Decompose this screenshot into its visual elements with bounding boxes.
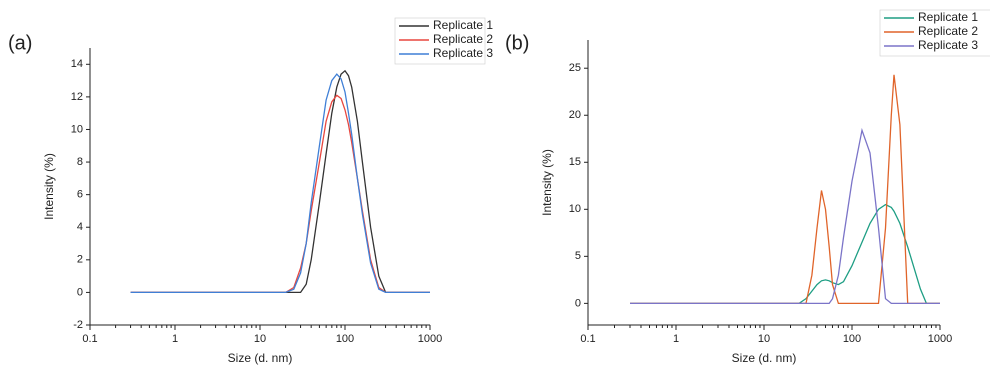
y-axis-title: Intensity (%) [42,153,56,220]
y-tick-label: 12 [71,91,83,103]
legend-label: Replicate 2 [918,24,978,38]
legend-label: Replicate 2 [433,32,493,46]
y-tick-label: 10 [569,203,581,215]
x-tick-label: 100 [843,333,861,345]
y-tick-label: 2 [77,254,83,266]
panel-label: (b) [505,32,529,54]
x-tick-label: 1000 [928,333,952,345]
legend-label: Replicate 1 [433,18,493,32]
x-tick-label: 0.1 [580,333,595,345]
y-tick-label: 4 [77,221,83,233]
y-tick-label: 0 [77,286,83,298]
x-tick-label: 1 [172,333,178,345]
y-tick-label: 14 [71,58,83,70]
y-tick-label: 0 [575,297,581,309]
y-tick-label: 20 [569,109,581,121]
series-line [130,73,430,294]
x-tick-label: 100 [336,333,354,345]
y-axis-title: Intensity (%) [540,149,554,216]
x-axis-title: Size (d. nm) [228,351,293,365]
y-tick-label: 10 [71,123,83,135]
series-line [630,127,940,305]
x-axis-title: Size (d. nm) [732,351,797,365]
series-line [130,94,430,294]
x-tick-label: 1 [673,333,679,345]
x-tick-label: 0.1 [82,333,97,345]
y-tick-label: 25 [569,62,581,74]
y-tick-label: 15 [569,156,581,168]
series-line [130,69,430,294]
x-tick-label: 10 [254,333,266,345]
y-tick-label: 5 [575,250,581,262]
y-tick-label: -2 [73,319,83,331]
x-tick-label: 1000 [418,333,442,345]
legend-label: Replicate 3 [433,46,493,60]
series-line [630,74,940,305]
x-tick-label: 10 [758,333,770,345]
series-line [630,203,940,305]
y-tick-label: 8 [77,156,83,168]
legend-label: Replicate 3 [918,38,978,52]
panel-label: (a) [8,32,32,54]
y-tick-label: 6 [77,189,83,201]
legend-label: Replicate 1 [918,10,978,24]
